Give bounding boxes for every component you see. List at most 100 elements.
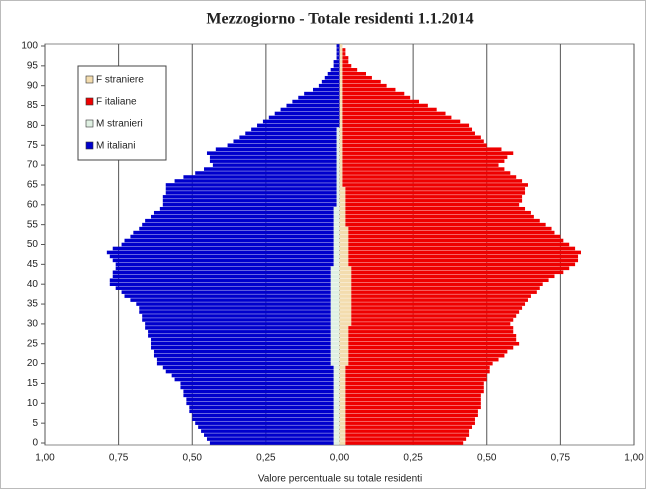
bar: [339, 119, 343, 124]
bar: [342, 123, 470, 128]
bar: [333, 214, 340, 219]
bar: [339, 155, 343, 159]
bar: [339, 365, 346, 370]
bar: [339, 401, 346, 406]
bar: [339, 127, 343, 132]
bar: [339, 95, 343, 100]
bar: [133, 230, 334, 235]
bar: [342, 179, 523, 183]
bar: [333, 373, 340, 378]
bar: [109, 282, 331, 286]
bar: [339, 111, 343, 116]
bar: [339, 246, 349, 251]
bar: [121, 290, 331, 294]
bar: [280, 107, 340, 112]
bar: [333, 417, 340, 421]
bar: [333, 246, 340, 251]
x-tick-label: 1,00: [624, 453, 644, 464]
bar: [333, 389, 340, 394]
bar: [330, 290, 340, 294]
bar: [339, 218, 346, 223]
bar: [339, 266, 352, 271]
bar: [345, 381, 484, 386]
bar: [336, 151, 340, 155]
bar: [342, 167, 505, 171]
bar: [345, 417, 475, 421]
y-tick-label: 0: [32, 438, 38, 449]
bar: [339, 373, 346, 378]
bar: [339, 369, 346, 374]
bar: [339, 306, 352, 310]
bar: [145, 322, 331, 326]
bar: [333, 222, 340, 227]
bar: [333, 441, 340, 445]
bar: [339, 214, 346, 219]
legend: F straniere F italiane M stranieri M italia…: [77, 65, 167, 161]
bar: [339, 139, 343, 144]
bar: [339, 91, 343, 96]
bar: [333, 369, 340, 374]
bar: [124, 238, 334, 243]
bar: [339, 413, 346, 418]
bar: [183, 175, 337, 179]
bar: [339, 389, 346, 394]
bar: [342, 60, 349, 64]
bar: [345, 397, 481, 402]
bar: [159, 206, 334, 211]
bar: [348, 250, 581, 255]
x-tick-label: 0,25: [403, 453, 423, 464]
bar: [330, 361, 340, 366]
bar: [348, 357, 499, 362]
bar: [227, 143, 337, 148]
bar: [345, 191, 526, 195]
bar: [330, 274, 340, 279]
bar: [348, 242, 570, 247]
bar: [348, 330, 514, 334]
bar: [336, 191, 340, 195]
y-tick-label: 40: [27, 279, 39, 290]
bar: [130, 234, 334, 239]
bar: [333, 250, 340, 255]
bar: [345, 206, 526, 211]
bar: [351, 266, 570, 271]
bar: [339, 381, 346, 386]
bar: [124, 294, 331, 298]
bar: [115, 286, 331, 290]
y-tick-label: 65: [27, 180, 39, 191]
chart-title: Mezzogiorno - Totale residenti 1.1.2014: [206, 11, 473, 28]
bar: [330, 294, 340, 298]
bar: [330, 270, 340, 275]
bar: [151, 341, 331, 346]
bar: [153, 210, 334, 215]
bar: [115, 262, 334, 267]
bar: [339, 357, 349, 362]
bar: [304, 91, 340, 96]
bar: [336, 199, 340, 203]
bar: [286, 103, 340, 108]
bar: [180, 385, 334, 390]
bar: [339, 71, 343, 76]
bar: [336, 155, 340, 159]
bar: [345, 365, 490, 370]
bar: [333, 64, 340, 68]
bar: [274, 111, 340, 116]
bar: [339, 405, 346, 410]
bar: [339, 79, 343, 84]
bar: [257, 123, 340, 128]
x-tick-label: 0,75: [551, 453, 571, 464]
bar: [162, 365, 334, 370]
bar: [339, 290, 352, 294]
y-tick-label: 80: [27, 120, 39, 131]
y-tick-label: 55: [27, 219, 39, 230]
bar: [142, 318, 331, 322]
bar: [342, 95, 411, 100]
bar: [145, 218, 334, 223]
bar: [339, 322, 352, 326]
bar: [336, 131, 340, 136]
y-tick-label: 45: [27, 259, 39, 270]
bar: [351, 302, 526, 306]
bar: [342, 87, 396, 92]
bar: [204, 167, 337, 171]
bar: [330, 282, 340, 286]
bar: [348, 353, 505, 358]
